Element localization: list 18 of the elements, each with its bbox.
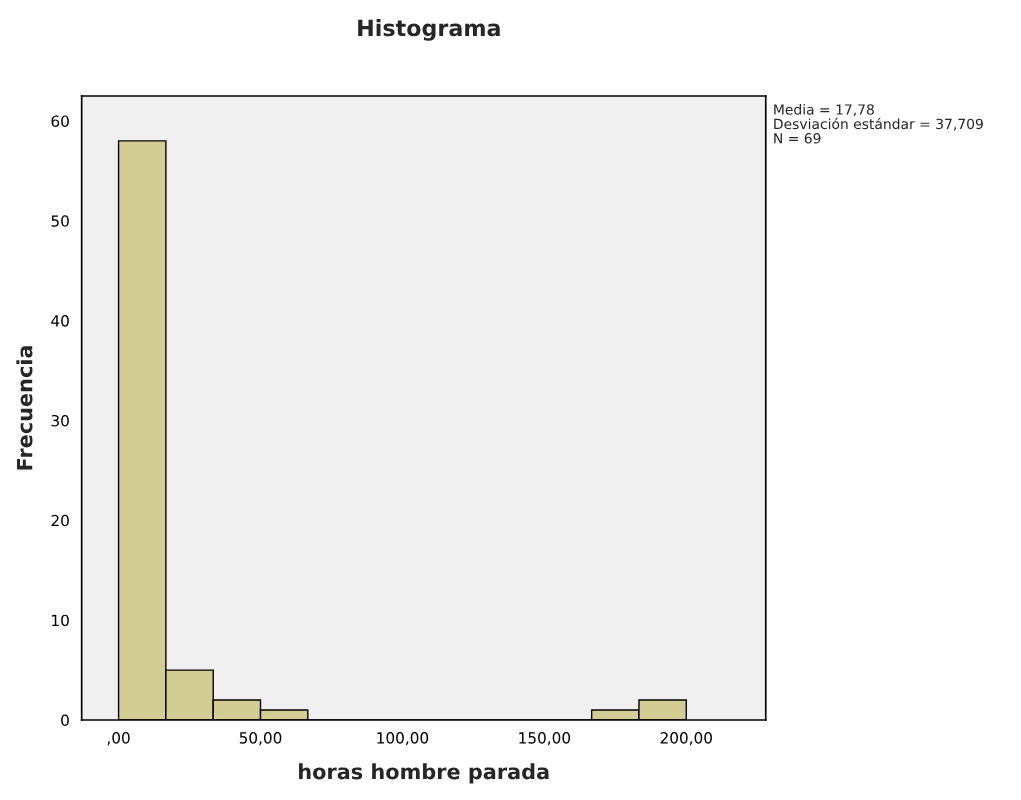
y-tick-label: 0 xyxy=(61,714,69,727)
text: N = 69 xyxy=(774,133,821,144)
y-tick-label: 40 xyxy=(51,315,69,327)
x-tick-label: 100,00 xyxy=(377,732,429,746)
chart-title: Histograma xyxy=(358,19,500,41)
y-tick-label: 20 xyxy=(51,514,69,527)
y-tick-label: 30 xyxy=(51,414,69,427)
x-tick-label: ,00 xyxy=(107,732,130,746)
text: Media = 17,78 xyxy=(774,104,874,117)
x-tick-label: 200,00 xyxy=(660,732,712,746)
x-tick-label: 150,00 xyxy=(519,732,571,746)
y-tick-label: 60 xyxy=(51,115,69,127)
x-axis-title: horas hombre parada xyxy=(299,763,549,784)
y-axis-title: Frecuencia xyxy=(16,346,33,470)
y-tick-label: 50 xyxy=(51,215,69,227)
text: Desviación estándar = 37,709 xyxy=(774,117,983,131)
x-tick-label: 50,00 xyxy=(239,732,282,746)
y-tick-label: 10 xyxy=(52,614,69,627)
